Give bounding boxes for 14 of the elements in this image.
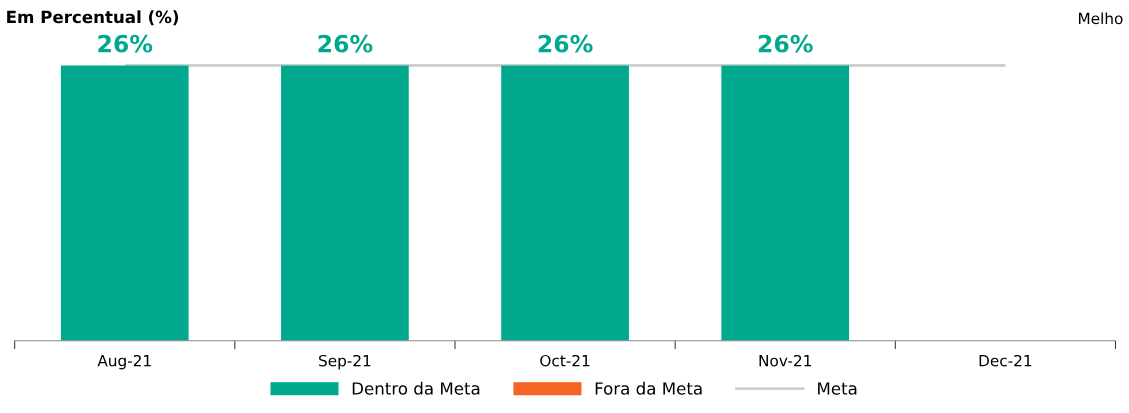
x-tick-label: Aug-21 — [97, 354, 151, 370]
legend-label: Dentro da Meta — [352, 381, 480, 395]
data-label: 26% — [98, 34, 153, 53]
legend-label: Meta — [818, 382, 857, 395]
text: Melho — [1079, 12, 1123, 25]
data-label: 26% — [538, 34, 593, 53]
x-tick-label: Dec-21 — [979, 354, 1032, 367]
chart-title: Em Percentual (%) — [7, 10, 179, 26]
x-tick-label: Oct-21 — [540, 354, 590, 367]
x-tick-label: Sep-21 — [319, 354, 371, 370]
legend-label: Fora da Meta — [595, 381, 702, 395]
x-tick-label: Nov-21 — [759, 354, 811, 367]
data-label: 26% — [318, 34, 373, 53]
data-label: 26% — [758, 34, 813, 53]
